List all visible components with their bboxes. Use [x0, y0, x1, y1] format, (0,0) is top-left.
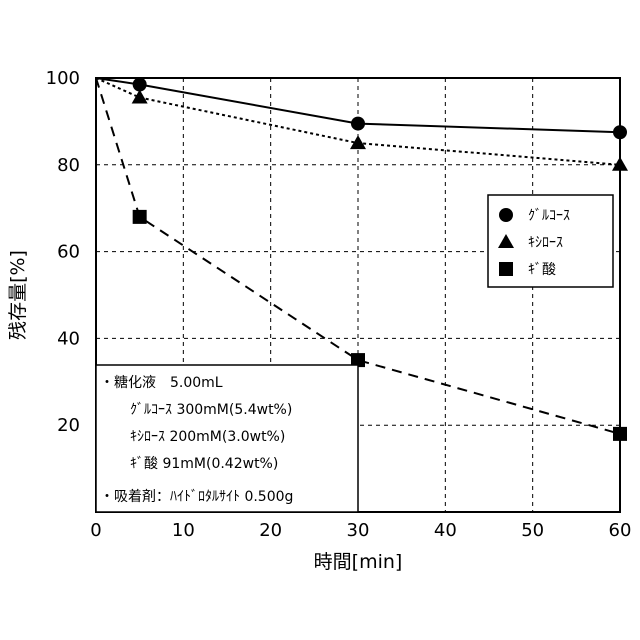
- y-tick-label: 80: [57, 155, 80, 176]
- note-line-formic-acid: ｷﾞ酸 91mM(0.42wt%): [130, 456, 278, 472]
- data-point: [133, 210, 147, 224]
- x-tick-label: 10: [172, 520, 195, 541]
- note-line-glucose: ｸﾞﾙｺｰｽ 300mM(5.4wt%): [130, 402, 292, 418]
- data-point: [613, 125, 627, 139]
- legend-marker-circle: [499, 208, 513, 222]
- x-tick-label: 60: [609, 520, 632, 541]
- data-point: [133, 78, 147, 92]
- legend-label: ｷﾞ酸: [528, 262, 556, 278]
- y-tick-label: 100: [46, 68, 80, 89]
- conditions-note: ・糖化液 5.00mL ｸﾞﾙｺｰｽ 300mM(5.4wt%) ｷｼﾛｰｽ 2…: [96, 365, 358, 512]
- note-line-solution: ・糖化液 5.00mL: [100, 375, 223, 391]
- x-tick-label: 50: [521, 520, 544, 541]
- legend-label: ｸﾞﾙｺｰｽ: [528, 208, 570, 224]
- x-tick-label: 30: [347, 520, 370, 541]
- note-line-adsorbent: ・吸着剤：ﾊｲﾄﾞﾛﾀﾙｻｲﾄ 0.500g: [100, 489, 293, 505]
- y-tick-label: 60: [57, 242, 80, 263]
- x-tick-label: 20: [259, 520, 282, 541]
- y-tick-label: 20: [57, 415, 80, 436]
- series-circle: [96, 78, 627, 140]
- data-point: [613, 427, 627, 441]
- x-tick-label: 0: [90, 520, 101, 541]
- data-point: [351, 117, 365, 131]
- x-tick-label: 40: [434, 520, 457, 541]
- note-line-xylose: ｷｼﾛｰｽ 200mM(3.0wt%): [130, 429, 285, 445]
- y-axis-label: 残存量[%]: [7, 250, 29, 340]
- y-tick-label: 40: [57, 328, 80, 349]
- legend: ｸﾞﾙｺｰｽ ｷｼﾛｰｽ ｷﾞ酸: [488, 195, 613, 287]
- legend-marker-square: [499, 262, 513, 276]
- x-axis-label: 時間[min]: [314, 551, 403, 573]
- data-point: [132, 90, 148, 104]
- legend-label: ｷｼﾛｰｽ: [528, 235, 563, 251]
